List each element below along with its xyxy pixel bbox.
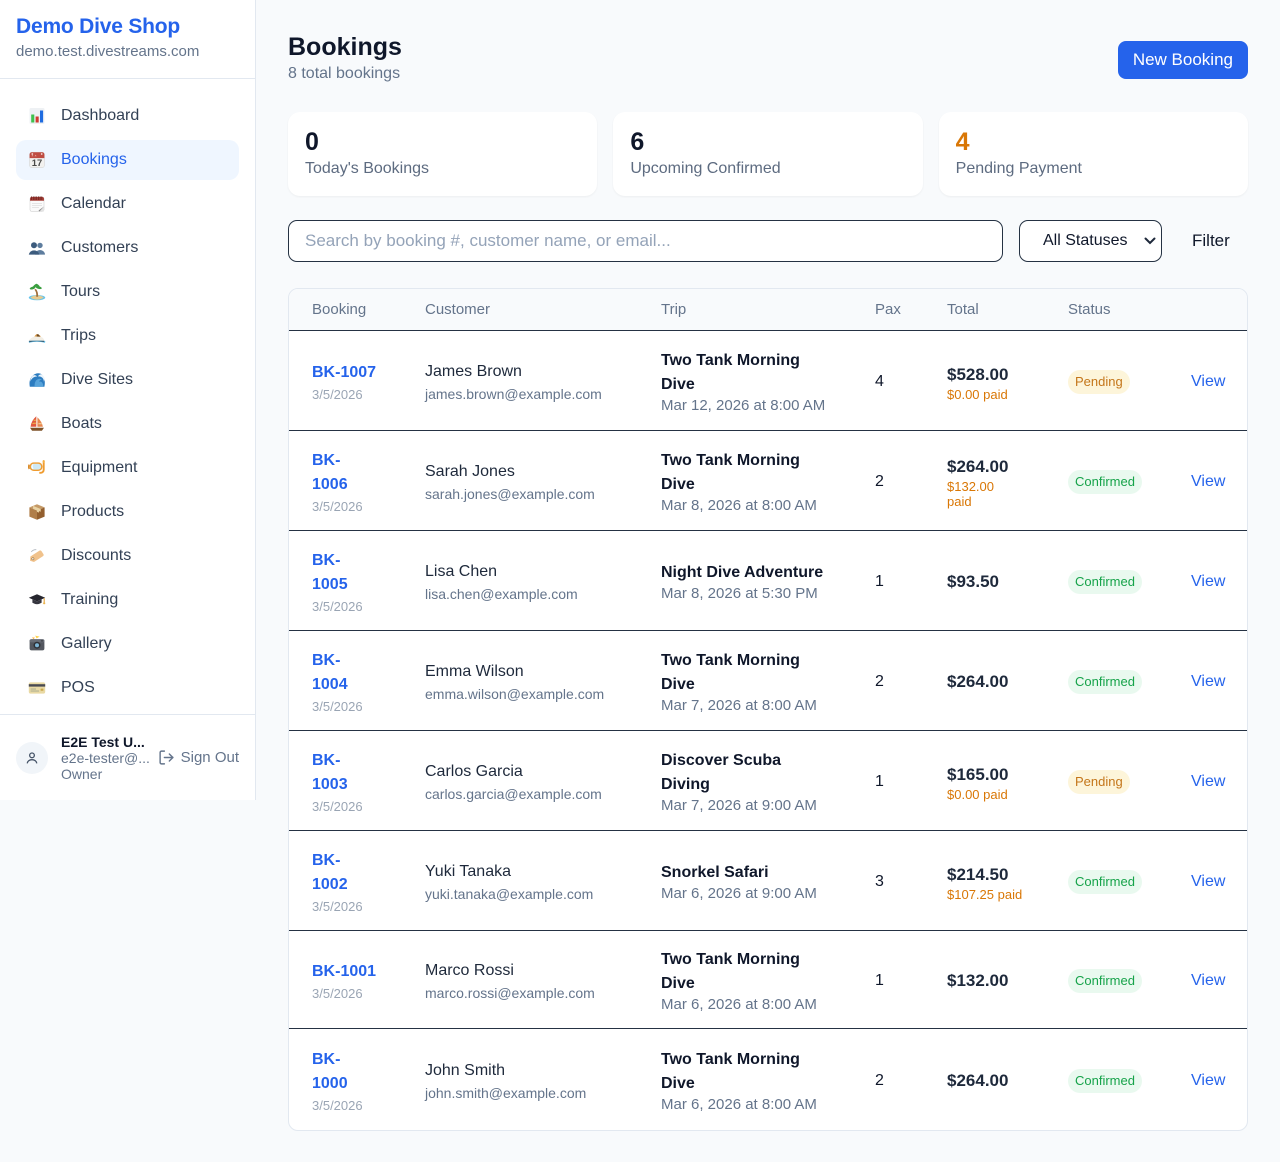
svg-text:17: 17	[32, 157, 42, 168]
